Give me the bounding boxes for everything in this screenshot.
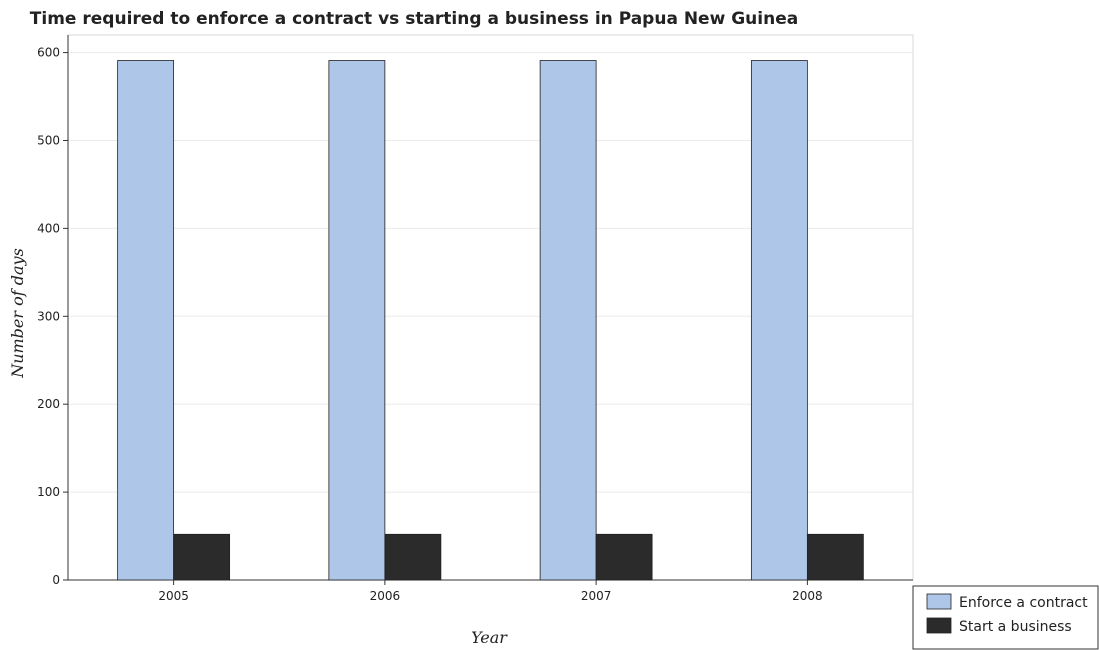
chart-title: Time required to enforce a contract vs s… (30, 9, 798, 29)
y-tick-label: 0 (52, 573, 60, 587)
bar-start-a-business (384, 533, 442, 581)
x-axis-label: Year (471, 628, 508, 647)
x-tick-label: 2007 (581, 589, 612, 603)
bar-enforce-a-contract (750, 60, 808, 581)
y-axis-ticks: 0 100 200 300 400 500 600 (37, 46, 68, 587)
legend-swatch (926, 593, 952, 610)
legend-label: Start a business (959, 619, 1072, 635)
y-tick-label: 300 (37, 309, 60, 323)
x-axis-ticks: 2005 2006 2007 2008 (158, 580, 823, 603)
y-tick-label: 500 (37, 133, 60, 147)
y-tick-label: 200 (37, 397, 60, 411)
x-tick-label: 2005 (158, 589, 189, 603)
legend-swatch (926, 617, 952, 634)
x-tick-label: 2006 (370, 589, 401, 603)
bar-start-a-business (173, 533, 231, 581)
y-tick-label: 400 (37, 221, 60, 235)
y-tick-label: 100 (37, 485, 60, 499)
bar-start-a-business (806, 533, 864, 581)
bar-start-a-business (595, 533, 653, 581)
y-axis-label: Number of days (8, 248, 27, 379)
legend: Enforce a contract Start a business (912, 585, 1099, 650)
bar-enforce-a-contract (539, 60, 597, 581)
y-tick-label: 600 (37, 46, 60, 60)
grid (68, 52, 913, 581)
x-tick-label: 2008 (792, 589, 823, 603)
bar-enforce-a-contract (117, 60, 175, 581)
legend-label: Enforce a contract (959, 595, 1088, 611)
bar-enforce-a-contract (328, 60, 386, 581)
bars (117, 60, 864, 581)
